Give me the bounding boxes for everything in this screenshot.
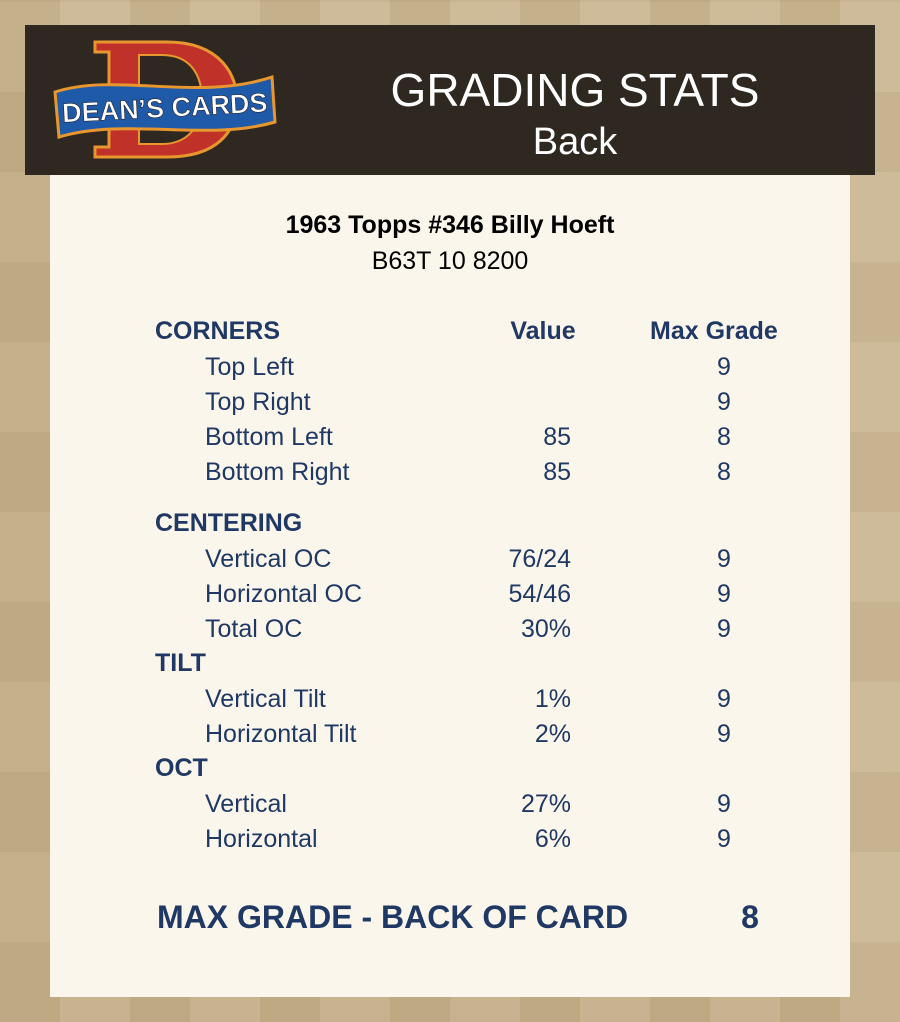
row-max-grade: 9 [717,388,731,416]
summary-value: 8 [741,899,759,935]
row-value: 6% [534,825,571,853]
column-header-max-grade: Max Grade [650,317,778,345]
row-max-grade: 9 [717,685,731,713]
row-label: Vertical OC [205,545,332,573]
row-value: 1% [534,685,571,713]
row-label: Horizontal [205,825,318,853]
row-label: Bottom Left [205,423,333,451]
row-max-grade: 8 [717,423,731,451]
row-max-grade: 9 [717,615,731,643]
row-label: Horizontal OC [205,580,362,608]
stats-card: 1963 Topps #346 Billy Hoeft B63T 10 8200… [50,175,850,997]
section-heading: CORNERS [155,317,281,345]
row-value: 85 [543,423,571,451]
row-label: Vertical Tilt [205,685,326,713]
row-value: 2% [534,720,571,748]
row-max-grade: 9 [717,720,731,748]
row-value: 76/24 [508,545,571,573]
summary-label: MAX GRADE - BACK OF CARD [157,899,629,935]
section-heading: TILT [155,649,206,677]
row-value: 27% [520,790,571,818]
row-max-grade: 9 [717,825,731,853]
section-heading: CENTERING [155,509,303,537]
card-code: B63T 10 8200 [371,247,529,275]
section-heading: OCT [155,754,208,782]
page-title: GRADING STATS [390,64,760,116]
deans-cards-logo: DEAN’S CARDS [53,40,277,159]
row-label: Top Left [205,353,294,381]
page-subtitle: Back [532,121,618,163]
card-name: 1963 Topps #346 Billy Hoeft [285,211,615,239]
row-max-grade: 9 [717,353,731,381]
row-max-grade: 9 [717,545,731,573]
row-value: 85 [543,458,571,486]
row-label: Total OC [205,615,303,643]
row-max-grade: 8 [717,458,731,486]
row-label: Top Right [205,388,311,416]
row-label: Horizontal Tilt [205,720,357,748]
row-value: 30% [520,615,571,643]
header-banner: DEAN’S CARDS GRADING STATS Back [25,25,875,175]
row-max-grade: 9 [717,790,731,818]
row-max-grade: 9 [717,580,731,608]
row-label: Bottom Right [205,458,350,486]
column-header-value: Value [510,317,576,345]
row-label: Vertical [205,790,287,818]
row-value: 54/46 [508,580,571,608]
